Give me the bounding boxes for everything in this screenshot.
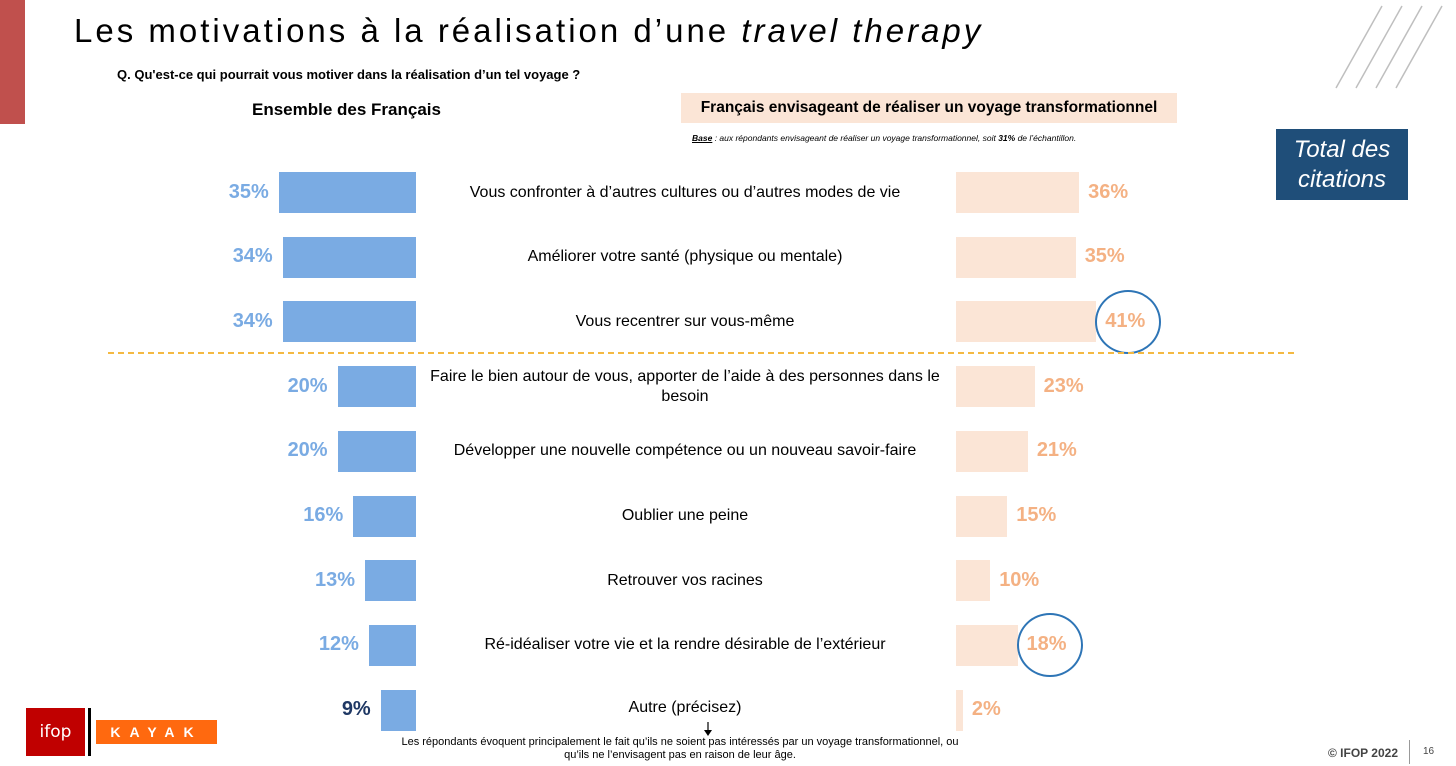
left-bar [337, 430, 416, 472]
right-bar [956, 495, 1008, 537]
category-label: Ré-idéaliser votre vie et la rendre dési… [484, 636, 886, 654]
left-column-heading: Ensemble des Français [252, 100, 441, 119]
right-bar [956, 236, 1076, 278]
category-label: Développer une nouvelle compétence ou un… [453, 442, 917, 460]
left-bar [337, 366, 416, 408]
right-column-heading: Français envisageant de réaliser un voya… [681, 93, 1177, 123]
left-bar [282, 236, 416, 278]
survey-question: Q. Qu'est-ce qui pourrait vous motiver d… [117, 67, 581, 82]
ifop-logo: ifop [26, 708, 85, 756]
separator-line [108, 352, 1294, 354]
bottom-note: Les répondants évoquent principalement l… [401, 736, 959, 761]
decorative-lines-icon [1335, 5, 1443, 89]
right-bar [956, 172, 1080, 213]
left-value-label: 34% [232, 245, 273, 268]
highlight-circle [1095, 289, 1162, 354]
right-value-label: 15% [1016, 504, 1057, 526]
category-label: Retrouver vos racines [607, 571, 763, 589]
left-value-label: 35% [228, 180, 269, 203]
kayak-logo: KAYAK [96, 720, 217, 744]
right-bar [956, 366, 1035, 408]
page-number: 16 [1423, 746, 1435, 757]
right-value-label: 35% [1084, 245, 1125, 268]
left-bar [278, 172, 416, 213]
left-value-label: 34% [232, 309, 273, 332]
left-value-label: 12% [318, 633, 359, 656]
logo-divider [88, 708, 91, 756]
category-label: Vous recentrer sur vous-même [575, 312, 795, 330]
copyright: © IFOP 2022 [1328, 746, 1398, 760]
right-value-label: 10% [999, 568, 1040, 591]
left-value-label: 16% [303, 504, 344, 526]
category-label: Vous confronter à d’autres cultures ou d… [469, 183, 901, 201]
left-value-label: 20% [287, 439, 328, 462]
category-label: Autre (précisez) [628, 699, 742, 717]
left-bar [353, 495, 416, 537]
right-value-label: 23% [1043, 374, 1084, 397]
left-bar [368, 624, 416, 666]
page-separator [1409, 740, 1410, 764]
right-bar [956, 301, 1097, 343]
left-bar [282, 301, 416, 343]
right-value-label: 21% [1036, 439, 1077, 462]
accent-bar [0, 0, 25, 124]
category-label: Oublier une peine [621, 507, 749, 524]
left-bar [380, 689, 416, 731]
page-title: Les motivations à la réalisation d’une t… [74, 12, 984, 49]
left-value-label: 20% [287, 374, 328, 397]
right-bar [956, 689, 963, 731]
right-bar [956, 560, 991, 602]
right-value-label: 2% [971, 698, 1001, 721]
left-bar [365, 560, 416, 602]
category-label: Améliorer votre santé (physique ou menta… [527, 248, 843, 266]
category-label: Faire le bien autour de vous, apporter d… [430, 367, 940, 405]
base-note: Base : aux répondants envisageant de réa… [692, 133, 1077, 143]
total-citations-box: Total des citations [1276, 129, 1408, 200]
right-bar [956, 430, 1028, 472]
right-bar [956, 624, 1018, 666]
right-value-label: 36% [1088, 180, 1129, 203]
left-value-label: 13% [315, 568, 356, 591]
highlight-circle [1016, 613, 1083, 678]
left-value-label: 9% [341, 698, 371, 721]
arrow-down-icon [704, 722, 712, 736]
